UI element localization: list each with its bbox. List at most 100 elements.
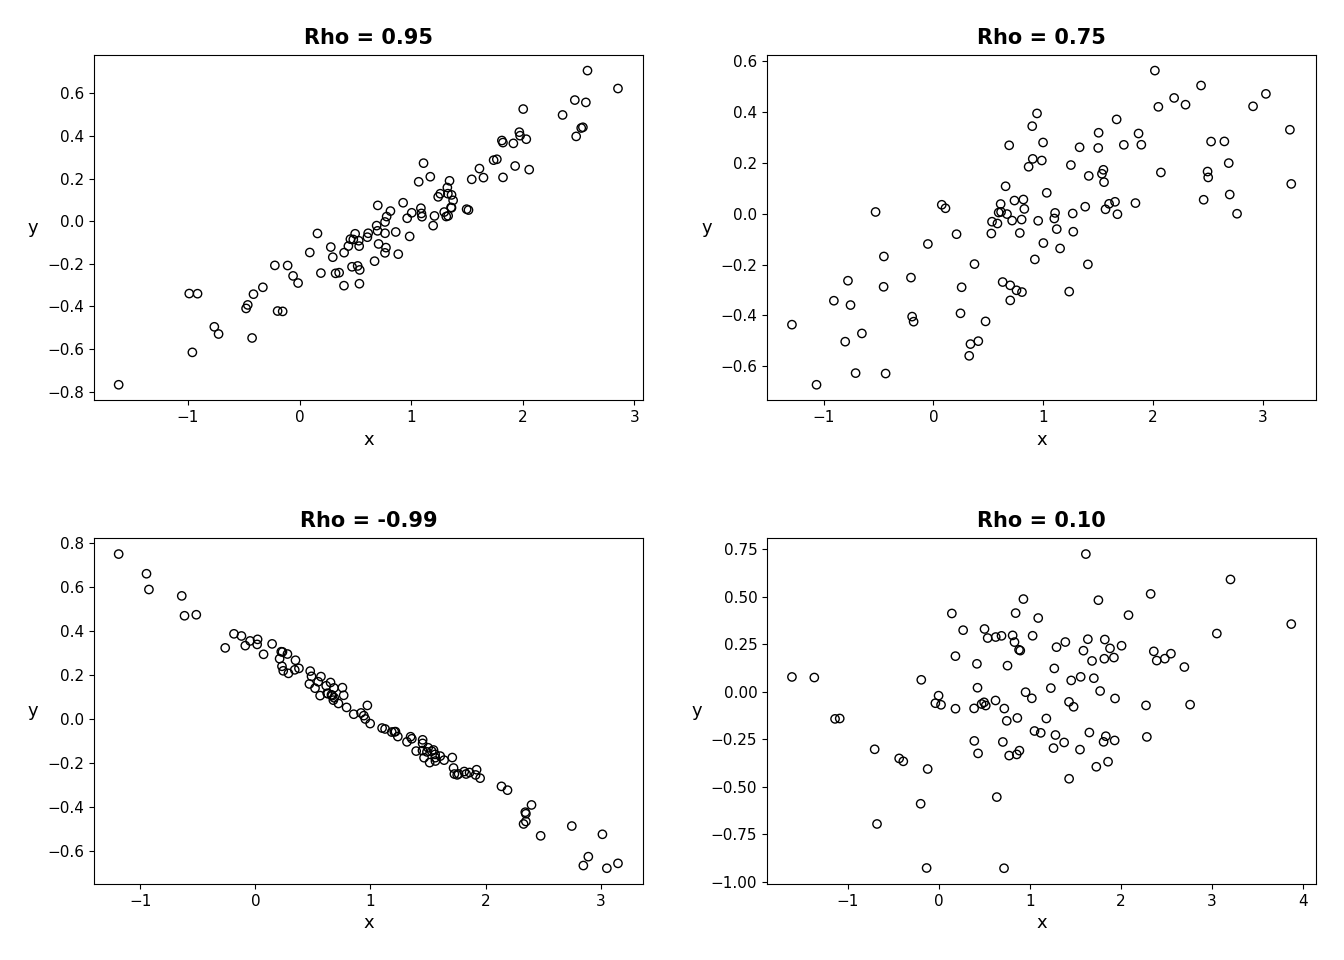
Point: [1087, 592, 1109, 608]
Point: [1060, 673, 1082, 688]
Point: [864, 204, 886, 220]
Point: [950, 305, 972, 321]
Point: [288, 276, 309, 291]
Point: [181, 345, 203, 360]
Point: [1106, 206, 1128, 222]
Point: [138, 582, 160, 597]
Point: [442, 750, 464, 765]
Point: [503, 135, 524, 151]
Point: [1005, 282, 1027, 298]
Point: [591, 827, 613, 842]
Point: [910, 796, 931, 811]
Point: [1105, 691, 1126, 707]
Point: [806, 377, 828, 393]
Point: [1150, 165, 1172, 180]
Point: [223, 626, 245, 641]
Point: [1044, 205, 1066, 221]
Point: [1070, 669, 1091, 684]
Point: [497, 782, 519, 798]
Point: [1095, 202, 1117, 217]
Point: [512, 102, 534, 117]
Point: [1012, 591, 1034, 607]
Point: [271, 659, 293, 674]
Point: [864, 742, 886, 757]
Point: [392, 195, 414, 210]
Point: [1196, 164, 1218, 180]
Point: [995, 179, 1016, 194]
Point: [875, 366, 896, 381]
Point: [437, 208, 458, 224]
Point: [492, 170, 513, 185]
Point: [442, 760, 464, 776]
Point: [835, 334, 856, 349]
Point: [520, 797, 542, 812]
Point: [422, 218, 444, 233]
Point: [419, 755, 441, 770]
Point: [187, 286, 208, 301]
Point: [952, 279, 973, 295]
Point: [1191, 78, 1212, 93]
Point: [578, 849, 599, 864]
Point: [375, 721, 396, 736]
Point: [461, 172, 482, 187]
Point: [410, 201, 431, 216]
Point: [986, 789, 1008, 804]
Point: [1024, 252, 1046, 267]
Point: [1024, 723, 1046, 738]
Point: [300, 663, 321, 679]
Point: [1001, 628, 1023, 643]
Point: [324, 690, 345, 706]
Point: [1059, 284, 1081, 300]
Point: [1180, 697, 1202, 712]
Point: [1091, 166, 1113, 181]
Point: [845, 366, 867, 381]
Point: [930, 697, 952, 712]
Point: [903, 314, 925, 329]
X-axis label: x: x: [363, 914, 374, 932]
Point: [1007, 710, 1028, 726]
Point: [1113, 137, 1134, 153]
Point: [1073, 643, 1094, 659]
Point: [974, 621, 996, 636]
Point: [261, 636, 282, 652]
Point: [1013, 202, 1035, 217]
Point: [466, 762, 488, 778]
Point: [308, 674, 329, 689]
Point: [1070, 742, 1091, 757]
Point: [509, 128, 531, 143]
Point: [409, 174, 430, 189]
Point: [332, 680, 353, 695]
Point: [934, 201, 956, 216]
Point: [448, 766, 469, 781]
Point: [446, 767, 468, 782]
Point: [1036, 185, 1058, 201]
Point: [1043, 211, 1064, 227]
Point: [344, 227, 366, 242]
Point: [179, 286, 200, 301]
Point: [1146, 653, 1168, 668]
Point: [417, 744, 438, 759]
Point: [1021, 118, 1043, 133]
Point: [1103, 732, 1125, 748]
Point: [851, 325, 872, 341]
Point: [348, 233, 370, 249]
Point: [888, 751, 910, 766]
Point: [1011, 212, 1032, 228]
Point: [456, 202, 477, 217]
Point: [277, 646, 298, 661]
Point: [1093, 162, 1114, 178]
Point: [981, 226, 1003, 241]
Point: [1062, 205, 1083, 221]
Point: [513, 816, 535, 831]
Point: [1175, 97, 1196, 112]
Point: [1130, 137, 1152, 153]
Point: [399, 228, 421, 244]
Point: [323, 681, 344, 696]
Point: [991, 204, 1012, 220]
Point: [508, 125, 530, 140]
Point: [1068, 139, 1090, 155]
Point: [1206, 626, 1227, 641]
Point: [1087, 125, 1109, 140]
Point: [867, 816, 888, 831]
Point: [1086, 759, 1107, 775]
